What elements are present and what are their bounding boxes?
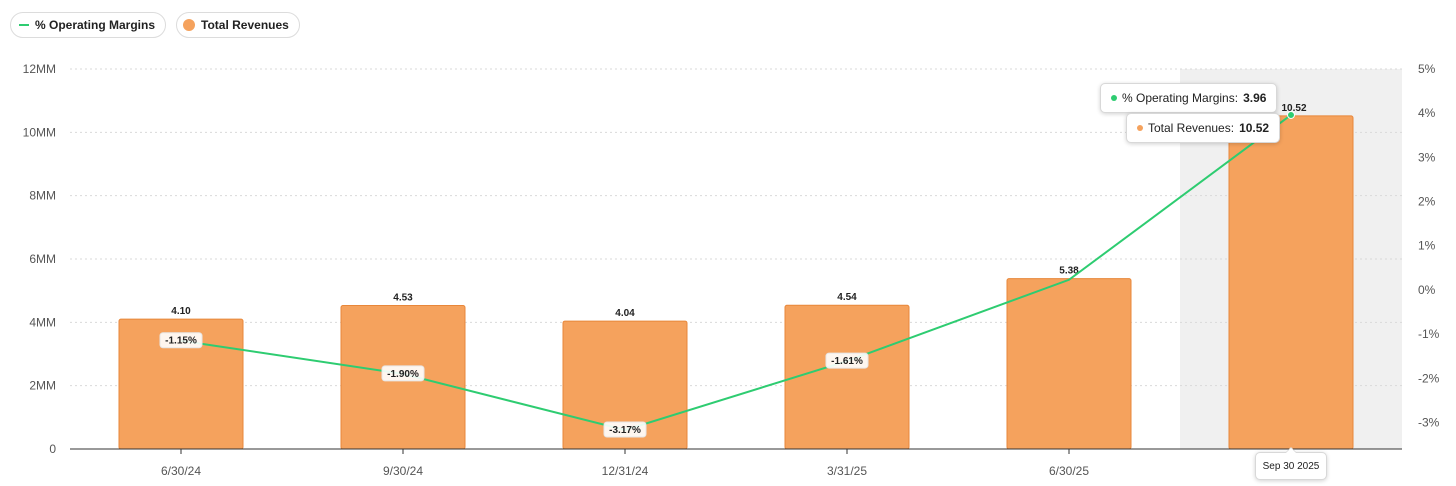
y-right-tick-label: 3% — [1418, 150, 1436, 164]
legend-item-total-revenues[interactable]: Total Revenues — [176, 12, 300, 38]
operating-margin-line — [180, 114, 1292, 432]
bar-value-label: 4.54 — [837, 292, 857, 303]
legend: % Operating Margins Total Revenues — [10, 12, 300, 38]
line-point-label-box — [603, 421, 647, 438]
legend-item-operating-margins[interactable]: % Operating Margins — [10, 12, 167, 38]
y-left-tick-label: 8MM — [29, 189, 56, 203]
bar-series-icon — [183, 19, 196, 31]
bar-value-label: 4.10 — [171, 306, 191, 317]
line-point-label: -1.15% — [159, 332, 203, 349]
y-right-tick-label: 0% — [1418, 283, 1436, 297]
x-tick-label: 9/30/24 — [383, 464, 423, 478]
tooltip-revenue-value: 10.52 — [1239, 121, 1270, 135]
y-right-tick-label: -2% — [1418, 371, 1440, 385]
y-left-tick-label: 6MM — [29, 252, 56, 266]
bar-value-label: 5.38 — [1059, 266, 1079, 277]
y-left-tick-label: 2MM — [29, 379, 56, 393]
line-point-label: -1.61% — [825, 352, 869, 369]
bar — [1228, 115, 1354, 450]
y-right-tick-label: -1% — [1418, 327, 1440, 341]
line-point-label-box — [381, 365, 425, 382]
bar — [784, 304, 910, 450]
x-tick-label: 3/31/25 — [827, 464, 867, 478]
line-point-label-box — [825, 352, 869, 369]
x-tick-label: 6/30/24 — [161, 464, 201, 478]
legend-label-total-revenues: Total Revenues — [201, 18, 289, 32]
bar-value-label: 10.52 — [1281, 103, 1306, 114]
line-point-label-text: -3.17% — [609, 425, 641, 436]
y-right-tick-label: 1% — [1418, 239, 1436, 253]
legend-label-operating-margins: % Operating Margins — [35, 18, 156, 32]
line-series-icon — [19, 24, 29, 26]
line-point-label-box — [159, 332, 203, 349]
y-right-tick-label: -3% — [1418, 415, 1440, 429]
tooltip-margin-label: % Operating Margins: — [1122, 91, 1239, 105]
tooltip-revenue-label: Total Revenues: — [1148, 121, 1235, 135]
y-left-tick-label: 4MM — [29, 315, 56, 329]
y-right-tick-label: 5% — [1418, 62, 1436, 76]
x-tick-label: 6/30/25 — [1049, 464, 1089, 478]
line-point-label: -3.17% — [603, 421, 647, 438]
y-right-tick-label: 4% — [1418, 106, 1436, 120]
tooltip-operating-margins: % Operating Margins: 3.96 — [1100, 83, 1278, 113]
bar — [1006, 278, 1132, 450]
bar-value-label: 4.04 — [615, 308, 635, 319]
line-series-dot-icon — [1111, 95, 1117, 101]
line-point-label-text: -1.61% — [831, 356, 863, 367]
line-point-label-text: -1.90% — [387, 369, 419, 380]
bar-series-dot-icon — [1137, 125, 1143, 131]
tooltip-margin-value: 3.96 — [1243, 91, 1267, 105]
y-left-tick-label: 0 — [49, 442, 56, 456]
line-point-label: -1.90% — [381, 365, 425, 382]
y-left-tick-label: 10MM — [23, 125, 56, 139]
tooltip-total-revenues: Total Revenues: 10.52 — [1126, 113, 1281, 143]
bar-value-label: 4.53 — [393, 293, 413, 304]
x-tick-label: 12/31/24 — [602, 464, 649, 478]
y-left-tick-label: 12MM — [23, 62, 56, 76]
x-axis-date-flag: Sep 30 2025 — [1255, 447, 1327, 480]
y-right-tick-label: 2% — [1418, 195, 1436, 209]
line-point-label-text: -1.15% — [165, 336, 197, 347]
hovered-point-marker — [1287, 110, 1295, 119]
